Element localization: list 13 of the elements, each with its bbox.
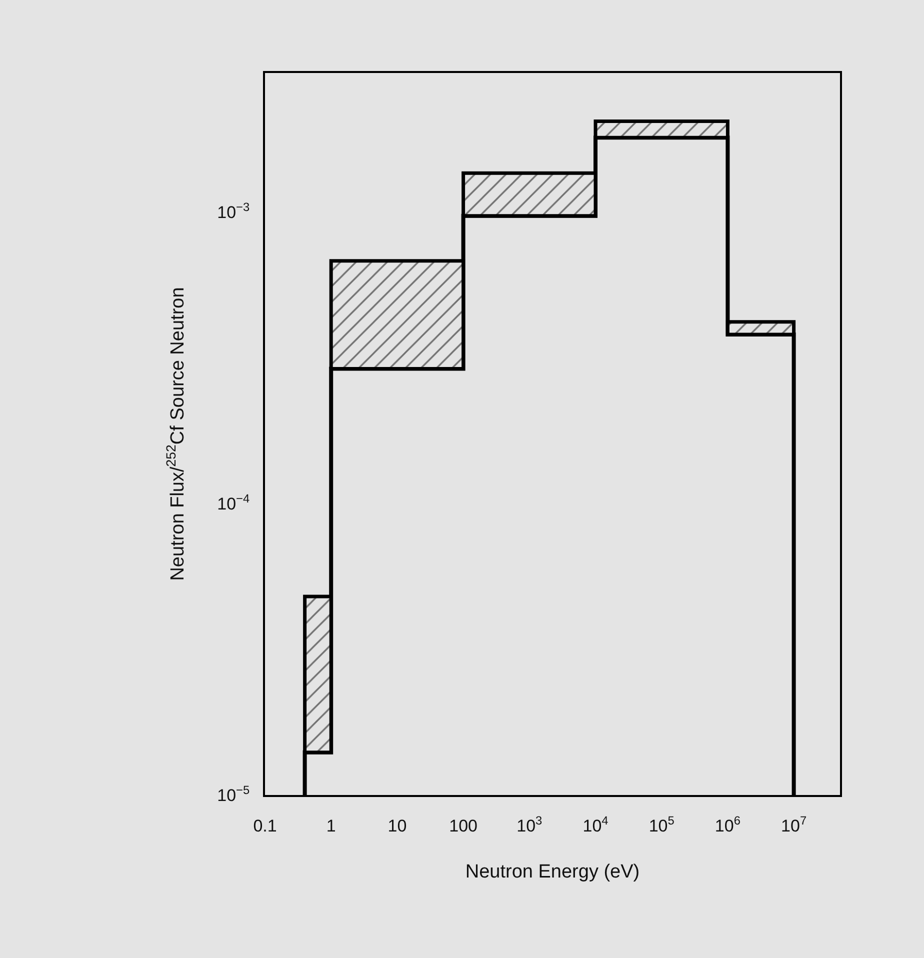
x-tick-label: 10$^{3}$ [516, 813, 543, 836]
y-tick-label: 10$^{−4}$ [217, 491, 250, 514]
y-tick-label: 10$^{−5}$ [217, 782, 250, 805]
x-tick-label: 10 [388, 816, 407, 836]
x-tick-label: 10$^{5}$ [648, 813, 675, 836]
x-axis-title: Neutron Energy (eV) [465, 862, 640, 883]
x-tick-label: 1 [326, 816, 336, 836]
x-tick-label: 0.1 [253, 816, 277, 836]
x-tick-label: 10$^{7}$ [781, 813, 807, 836]
x-tick-label: 100 [449, 816, 478, 836]
x-tick-label: 10$^{4}$ [582, 813, 609, 836]
y-tick-label: 10$^{−3}$ [217, 200, 250, 222]
x-tick-label: 10$^{6}$ [714, 813, 741, 836]
